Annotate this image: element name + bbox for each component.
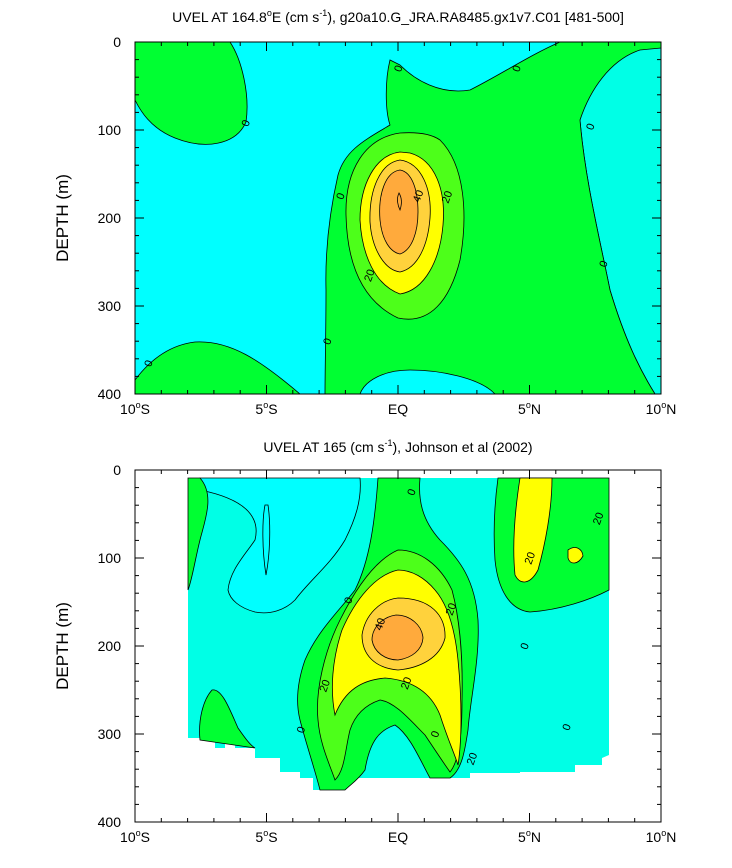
x-tick-label: 10oN — [646, 400, 677, 417]
region-green-west — [135, 42, 248, 145]
x-tick-label: 5oS — [255, 828, 277, 845]
contour-label: 20 — [444, 602, 459, 618]
obs-orange-40 — [371, 614, 424, 661]
x-tick-label: 10oN — [646, 828, 677, 845]
contour-label: 0 — [597, 259, 610, 269]
obs-cyan-lens — [262, 504, 271, 576]
y-tick-label: 300 — [98, 726, 122, 742]
y-tick-label: 100 — [98, 550, 122, 566]
y-tick-label: 0 — [113, 34, 121, 50]
panel-obs-title: UVEL AT 165 (cm s-1), Johnson et al (200… — [263, 438, 532, 455]
contour-label: 0 — [295, 725, 308, 735]
panel-model-contour-fill — [135, 42, 661, 394]
contour-label: 20 — [465, 751, 480, 767]
contour-label: 0 — [429, 729, 442, 739]
y-axis-label: DEPTH (m) — [53, 602, 72, 690]
contour-label: 20 — [399, 675, 414, 691]
contour-label: 20 — [591, 511, 606, 527]
obs-yellow-east — [513, 477, 553, 583]
obs-green-sw — [199, 689, 256, 749]
contour-label: 0 — [584, 122, 597, 132]
panel-obs-contour-fill — [187, 477, 610, 791]
obs-yellow-east2 — [567, 547, 584, 564]
x-tick-label: 10oS — [120, 828, 150, 845]
panel-obs-contour-labels: 0 20 20 0 40 20 0 20 20 0 0 0 20 — [295, 487, 607, 767]
contour-label: 0 — [321, 337, 334, 347]
contour-label: 0 — [511, 64, 524, 74]
x-tick-label: 5oS — [255, 400, 277, 417]
x-tick-label: 5oN — [518, 400, 541, 417]
y-tick-label: 400 — [98, 386, 122, 402]
panel-model: UVEL AT 164.8oE (cm s-1), g20a10.G_JRA.R… — [53, 8, 676, 417]
contour-label: 20 — [440, 189, 455, 205]
x-tick-label: 10oS — [120, 400, 150, 417]
x-tick-label: 5oN — [518, 828, 541, 845]
x-tick-label: EQ — [388, 829, 408, 845]
y-axis-label: DEPTH (m) — [53, 174, 72, 262]
contour-label: 0 — [518, 641, 531, 651]
contour-label: 20 — [362, 268, 377, 284]
contour-label: 0 — [142, 359, 155, 369]
contour-label: 0 — [334, 191, 347, 201]
contour-label: 40 — [411, 189, 426, 205]
y-tick-label: 0 — [113, 462, 121, 478]
core-marker — [397, 192, 402, 212]
contour-label: 0 — [240, 118, 253, 128]
y-tick-label: 200 — [98, 638, 122, 654]
y-tick-label: 200 — [98, 210, 122, 226]
region-green-sw — [135, 341, 301, 394]
contour-label: 0 — [342, 596, 355, 606]
contour-label: 20 — [523, 551, 538, 567]
y-tick-label: 100 — [98, 122, 122, 138]
contour-label: 0 — [561, 722, 574, 732]
obs-cyan-west — [199, 477, 361, 614]
y-tick-label: 400 — [98, 814, 122, 830]
x-tick-label: EQ — [388, 401, 408, 417]
panel-model-title: UVEL AT 164.8oE (cm s-1), g20a10.G_JRA.R… — [172, 8, 624, 25]
panel-obs: UVEL AT 165 (cm s-1), Johnson et al (200… — [53, 438, 676, 845]
panel-model-contour-labels: 0 0 0 0 0 40 20 0 20 0 0 — [142, 64, 610, 369]
region-cyan-pocket — [359, 369, 496, 394]
contour-label: 20 — [318, 678, 333, 694]
contour-label: 0 — [405, 487, 418, 497]
y-tick-label: 300 — [98, 298, 122, 314]
contour-label: 0 — [392, 64, 405, 74]
obs-green-west — [187, 477, 209, 591]
region-orange-40 — [379, 169, 419, 255]
contour-label: 40 — [373, 617, 388, 633]
